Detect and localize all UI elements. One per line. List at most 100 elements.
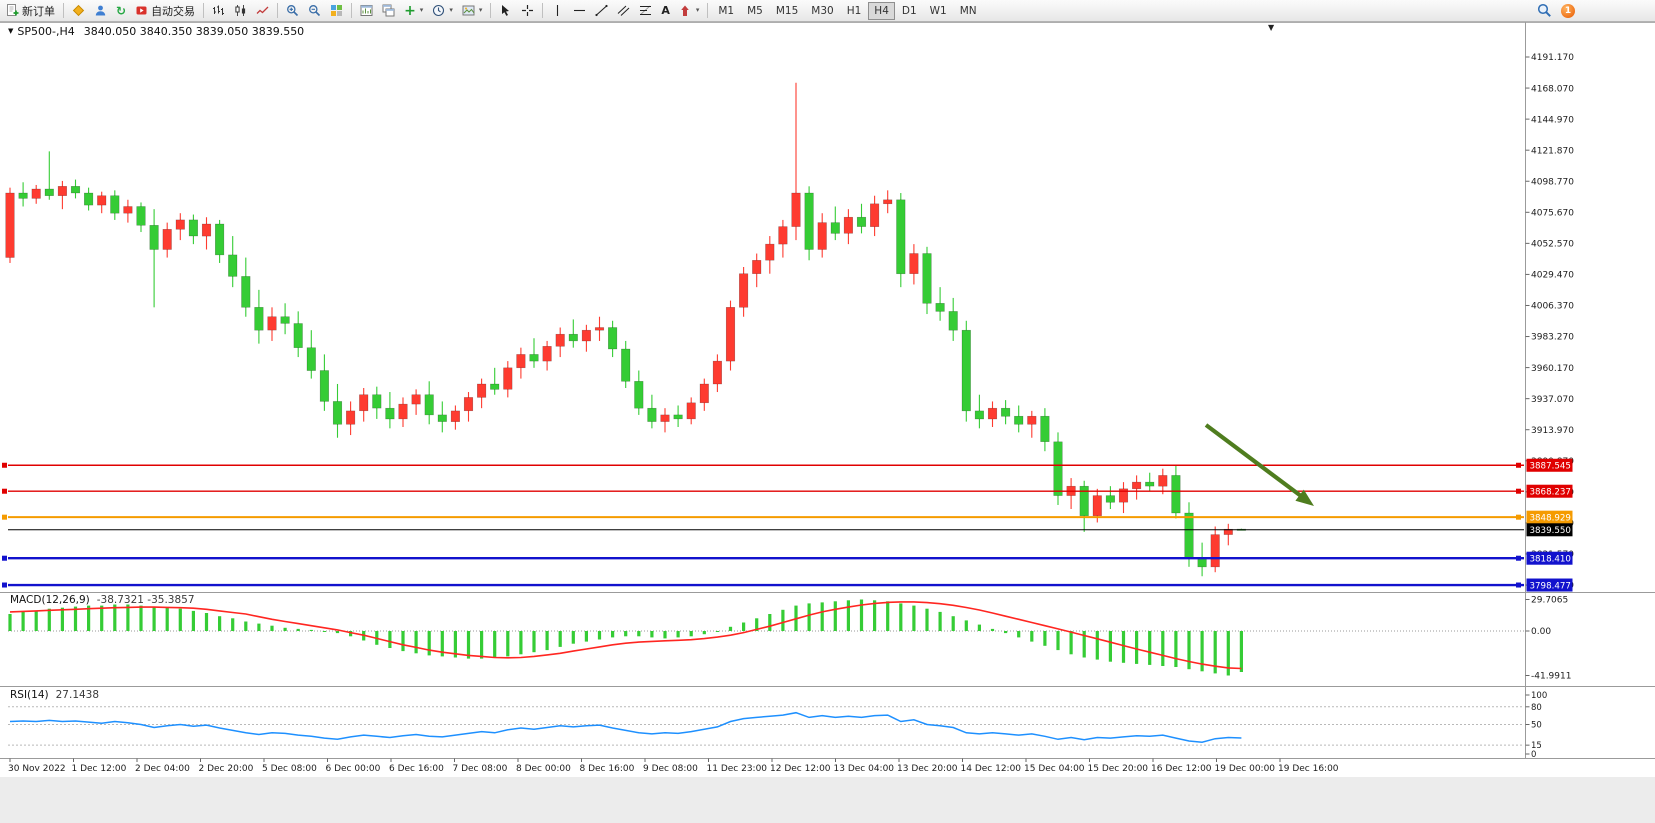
line-chart-mode-button[interactable] [252, 1, 273, 20]
hline-3818.410[interactable] [2, 555, 1524, 561]
cursor-icon [502, 5, 510, 16]
svg-text:15 Dec 20:00: 15 Dec 20:00 [1088, 764, 1149, 774]
horizontal-line-tool-button[interactable] [569, 1, 590, 20]
svg-text:3868.237: 3868.237 [1530, 488, 1571, 498]
arrows-tool-button[interactable]: ▾ [675, 1, 704, 20]
zoom-in-button[interactable] [282, 1, 303, 20]
chevron-down-icon: ▾ [478, 6, 483, 14]
svg-text:4168.070: 4168.070 [1531, 84, 1574, 94]
toolbar-separator [542, 3, 544, 18]
svg-text:4144.970: 4144.970 [1531, 115, 1574, 125]
candles-layer[interactable] [5, 82, 1246, 577]
refresh-icon: ↻ [116, 3, 127, 18]
cursor-tool-button[interactable] [495, 1, 516, 20]
new-order-button[interactable]: 新订单 [2, 1, 59, 20]
toolbar-separator [203, 3, 205, 18]
svg-text:4121.870: 4121.870 [1531, 146, 1574, 156]
template-button[interactable]: ▾ [458, 1, 487, 20]
price-tags: 3887.545 3868.237 3848.929 3818.410 3798.477… [1526, 458, 1573, 592]
window-chart-icon [360, 5, 373, 16]
svg-text:19 Dec 00:00: 19 Dec 00:00 [1215, 764, 1276, 774]
tf-M5[interactable]: M5 [741, 2, 769, 20]
ohlc-values: 3840.050 3840.350 3839.050 3839.550 [83, 25, 305, 38]
text-tool-icon: A [661, 4, 670, 17]
tf-M15[interactable]: M15 [770, 2, 804, 20]
svg-text:100: 100 [1531, 691, 1547, 701]
svg-text:14 Dec 12:00: 14 Dec 12:00 [961, 764, 1022, 774]
rsi-pane[interactable]: 100 80 50 150 [8, 691, 1547, 760]
svg-text:16 Dec 12:00: 16 Dec 12:00 [1151, 764, 1212, 774]
svg-text:6 Dec 16:00: 6 Dec 16:00 [389, 764, 444, 774]
tf-M30[interactable]: M30 [805, 2, 839, 20]
svg-text:50: 50 [1531, 721, 1542, 731]
svg-text:3798.477: 3798.477 [1530, 581, 1571, 591]
tf-W1[interactable]: W1 [924, 2, 953, 20]
svg-text:4075.670: 4075.670 [1531, 209, 1574, 219]
horizontal-line-icon [574, 9, 586, 12]
toolbar-separator [277, 3, 279, 18]
toolbar-separator [63, 3, 64, 18]
hline-3798.477[interactable] [2, 582, 1524, 588]
chart-expand-icon[interactable]: ▼ [8, 27, 14, 35]
search-button[interactable] [1533, 1, 1556, 20]
candle-chart-mode-button[interactable] [230, 1, 251, 20]
svg-text:13 Dec 04:00: 13 Dec 04:00 [834, 764, 895, 774]
market-diamond-icon [72, 4, 85, 17]
svg-text:4191.170: 4191.170 [1531, 53, 1574, 63]
svg-text:29.7065: 29.7065 [1531, 596, 1568, 606]
algo-trading-button[interactable]: 自动交易 [131, 1, 199, 20]
tf-M1[interactable]: M1 [712, 2, 740, 20]
tf-H4[interactable]: H4 [868, 1, 895, 20]
arrow-shape-icon [681, 5, 689, 16]
hline-3887.545[interactable] [2, 462, 1524, 468]
annotation-arrow[interactable] [1204, 423, 1314, 506]
toolbar-separator [707, 3, 709, 18]
svg-text:80: 80 [1531, 703, 1542, 713]
rsi-value: 27.1438 [55, 689, 100, 701]
zoom-in-icon [287, 5, 299, 17]
notification-badge[interactable]: 1 [1561, 3, 1575, 18]
svg-text:1 Dec 12:00: 1 Dec 12:00 [72, 764, 127, 774]
toolbar-separator [351, 3, 353, 18]
tf-D1[interactable]: D1 [896, 2, 923, 20]
trendline-tool-button[interactable] [591, 1, 612, 20]
rsi-name: RSI(14) [10, 689, 49, 701]
tf-H1[interactable]: H1 [841, 2, 868, 20]
person-icon [95, 5, 106, 16]
add-indicator-button[interactable]: + ▾ [400, 1, 427, 20]
channel-icon [618, 5, 630, 16]
arrange-windows-button-2[interactable] [378, 1, 399, 20]
bar-chart-mode-button[interactable] [208, 1, 229, 20]
vps-button[interactable]: ↻ [112, 1, 130, 20]
crosshair-tool-button[interactable] [517, 1, 538, 20]
zoom-out-icon [309, 5, 321, 17]
svg-text:6 Dec 00:00: 6 Dec 00:00 [326, 764, 381, 774]
time-axis[interactable]: 30 Nov 2022 1 Dec 12:00 2 Dec 04:00 2 Dec 2… [8, 758, 1339, 775]
macd-pane[interactable]: 29.7065 0.00 -41.9911 [8, 596, 1571, 682]
hline-3848.929[interactable] [2, 514, 1524, 520]
vertical-line-icon [557, 5, 559, 16]
text-tool-button[interactable]: A [657, 1, 674, 20]
svg-text:3913.970: 3913.970 [1531, 426, 1574, 436]
new-order-icon [7, 4, 19, 16]
tile-windows-button[interactable] [326, 1, 347, 20]
fibonacci-tool-button[interactable] [635, 1, 656, 20]
tf-MN[interactable]: MN [954, 2, 983, 20]
svg-text:3983.270: 3983.270 [1531, 333, 1574, 343]
market-button[interactable] [68, 1, 89, 20]
signals-button[interactable] [90, 1, 111, 20]
search-icon [1537, 3, 1551, 17]
channel-tool-button[interactable] [613, 1, 634, 20]
rsi-label: RSI(14) 27.1438 [10, 689, 99, 701]
period-button[interactable]: ▾ [428, 1, 457, 20]
vertical-line-tool-button[interactable] [547, 1, 568, 20]
chart-menu-caret-icon[interactable]: ▼ [1268, 23, 1275, 32]
svg-text:3818.410: 3818.410 [1530, 555, 1571, 565]
macd-label: MACD(12,26,9) -38.7321 -35.3857 [10, 594, 195, 606]
timeframe-group: M1 M5 M15 M30 H1 H4 D1 W1 MN [712, 1, 983, 20]
zoom-out-button[interactable] [304, 1, 325, 20]
template-image-icon [462, 5, 475, 16]
arrange-windows-button-1[interactable] [356, 1, 377, 20]
hline-3868.237[interactable] [2, 488, 1524, 494]
